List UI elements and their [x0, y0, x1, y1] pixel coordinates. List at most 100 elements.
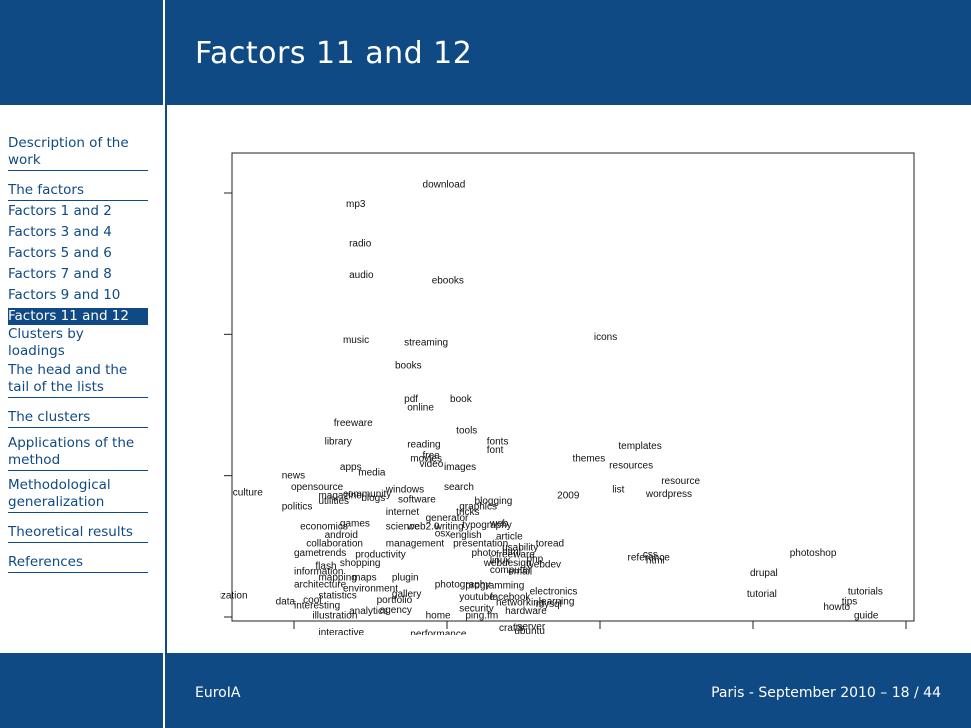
point-label: generator	[426, 513, 469, 524]
point-label: hardware	[505, 606, 547, 617]
footer-page-info: Paris - September 2010 – 18 / 44	[711, 685, 941, 701]
point-label: utilities	[318, 496, 349, 507]
sidebar-item-label: generalization	[8, 494, 105, 510]
point-label: article	[496, 531, 523, 542]
point-label: management	[386, 538, 445, 549]
point-label: download	[423, 179, 466, 190]
sidebar-item-6[interactable]: Factors 7 and 8	[8, 266, 148, 283]
sidebar-item-12[interactable]: Applications of the method	[8, 435, 148, 471]
sidebar-item-3[interactable]: Factors 1 and 2	[8, 203, 148, 220]
header-bar: Factors 11 and 12	[0, 0, 971, 105]
point-label: ping.fm	[465, 610, 498, 621]
scatter-chart: download mp3 radio audio ebooks icons music str…	[220, 152, 915, 635]
sidebar-item-label: method	[8, 452, 61, 468]
point-label: portfolio	[377, 595, 413, 606]
point-label: email	[508, 567, 532, 578]
point-label: statistics	[318, 591, 356, 602]
point-label: home	[426, 610, 451, 621]
point-label: electronics	[530, 586, 578, 597]
sidebar-item-label: The factors	[8, 182, 84, 198]
point-label: data	[276, 596, 296, 607]
point-label: environment	[343, 584, 398, 595]
point-label: shopping	[340, 558, 381, 569]
sidebar-item-label: Factors 9 and 10	[8, 287, 121, 303]
point-label: magazine	[318, 490, 362, 501]
point-label: politics	[282, 502, 313, 513]
point-label: music	[343, 335, 369, 346]
point-label: english	[450, 530, 482, 541]
point-label: economics	[300, 521, 348, 532]
footer-left-block	[0, 653, 165, 728]
point-label: pdf	[404, 394, 418, 405]
point-label: ubuntu	[514, 626, 545, 635]
sidebar-item-label: The clusters	[8, 409, 91, 425]
point-label: icons	[594, 332, 617, 343]
point-label: photoshop	[790, 548, 837, 559]
sidebar-item-label: References	[8, 554, 84, 570]
point-label: analytics	[349, 606, 388, 617]
sidebar-item-14[interactable]: Theoretical results	[8, 524, 148, 543]
point-label: movies	[410, 454, 442, 465]
sidebar-item-label: Factors 11 and 12	[8, 308, 129, 324]
point-label: interactive	[318, 627, 364, 635]
sidebar-item-2[interactable]: The factors	[8, 182, 148, 201]
plot-frame	[231, 152, 915, 622]
point-label: gallery	[392, 589, 421, 600]
point-label: php	[527, 554, 544, 565]
point-label: reference	[628, 552, 671, 563]
sidebar-item-7[interactable]: Factors 9 and 10	[8, 287, 148, 304]
point-label: html	[502, 547, 521, 558]
point-label: books	[395, 360, 422, 371]
point-label: media	[358, 468, 386, 479]
point-label: list	[612, 485, 624, 496]
point-label: cool	[303, 595, 321, 606]
point-label: agency	[380, 605, 412, 616]
sidebar-item-label: The head and the	[8, 362, 128, 378]
point-label: youtube	[459, 592, 495, 603]
point-label: tutorials	[848, 586, 883, 597]
point-label: apps	[340, 462, 362, 473]
sidebar-item-11[interactable]: The clusters	[8, 409, 148, 428]
point-label: templates	[618, 441, 661, 452]
point-label: book	[450, 394, 473, 405]
point-label: security	[459, 603, 493, 614]
point-label: plugin	[392, 572, 419, 583]
sidebar-item-label: Clusters by	[8, 326, 84, 342]
point-label: freeware	[496, 550, 535, 561]
sidebar-item-13[interactable]: Methodological generalization	[8, 477, 148, 513]
point-label: community	[343, 489, 391, 500]
point-label: culture	[233, 487, 263, 498]
point-label: visualization	[220, 591, 248, 602]
sidebar-item-9[interactable]: Clusters by loadings	[8, 326, 148, 360]
point-label: software	[398, 495, 436, 506]
point-label: photography	[435, 579, 491, 590]
point-label: css	[643, 550, 658, 561]
point-label: architecture	[294, 579, 347, 590]
point-label: drupal	[750, 568, 778, 579]
point-label: freeware	[334, 418, 373, 429]
point-label: linux	[490, 555, 511, 566]
sidebar-item-10[interactable]: The head and the tail of the lists	[8, 362, 148, 398]
point-label: maps	[352, 572, 376, 583]
point-label: game	[294, 548, 319, 559]
sidebar-navigation: Description of the work The factors Factors…	[0, 105, 167, 653]
point-label: server	[517, 622, 545, 633]
sidebar-item-5[interactable]: Factors 5 and 6	[8, 245, 148, 262]
point-label: tips	[842, 596, 858, 607]
sidebar-item-15[interactable]: References	[8, 554, 148, 573]
point-label: photo	[471, 548, 496, 559]
footer-conference: EuroIA	[195, 685, 241, 701]
point-label: tutorial	[747, 589, 777, 600]
point-label: web2.0	[406, 521, 440, 532]
point-label: mapping	[318, 572, 356, 583]
point-label: facebook	[490, 592, 532, 603]
sidebar-item-8[interactable]: Factors 11 and 12	[8, 308, 148, 325]
footer-bar: EuroIA Paris - September 2010 – 18 / 44	[0, 653, 971, 728]
point-label: online	[407, 403, 434, 414]
point-label: osx	[435, 528, 451, 539]
sidebar-item-4[interactable]: Factors 3 and 4	[8, 224, 148, 241]
point-label: themes	[572, 454, 605, 465]
point-label: resource	[661, 476, 700, 487]
sidebar-item-1[interactable]: Description of the work	[8, 135, 148, 171]
point-label: 2009	[557, 490, 580, 501]
